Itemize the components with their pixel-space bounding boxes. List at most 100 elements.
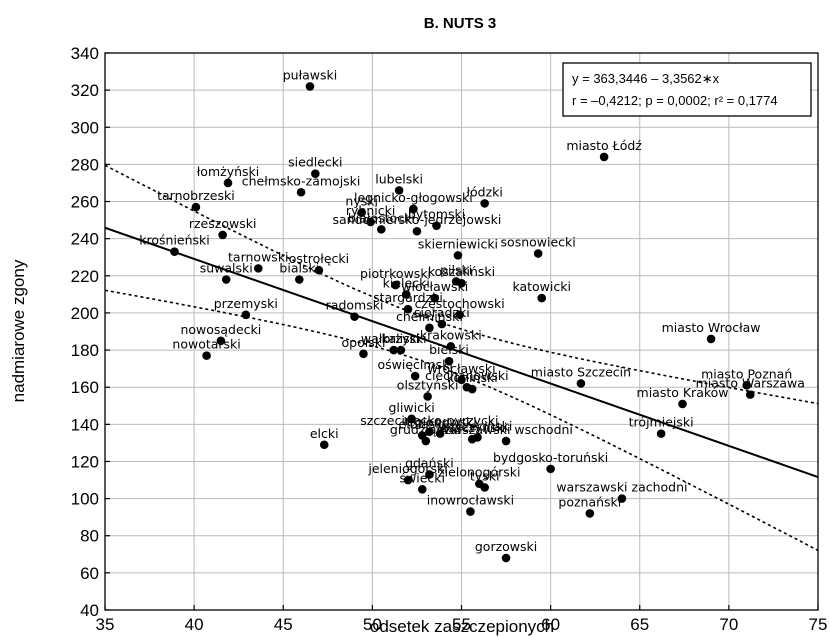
data-label: trójmiejski bbox=[629, 415, 694, 430]
data-point bbox=[221, 275, 231, 284]
upper-confidence-band bbox=[104, 164, 819, 405]
data-label: olsztyński bbox=[397, 377, 459, 392]
data-point bbox=[366, 217, 375, 227]
data-label: nyski bbox=[345, 194, 378, 209]
y-tick-label: 40 bbox=[80, 601, 99, 620]
data-point bbox=[407, 414, 416, 424]
y-tick-label: 220 bbox=[71, 267, 99, 286]
data-point bbox=[216, 336, 226, 346]
data-point bbox=[745, 390, 755, 399]
data-point bbox=[457, 278, 466, 288]
data-label: sieradzki bbox=[414, 305, 470, 320]
y-tick-label: 260 bbox=[71, 193, 99, 212]
data-label: siedlecki bbox=[288, 155, 342, 170]
data-label: elbląski bbox=[399, 416, 446, 431]
data-point bbox=[394, 186, 404, 195]
data-label: łomżyński bbox=[197, 164, 259, 179]
y-tick-label: 120 bbox=[71, 452, 99, 471]
data-label: krakowski bbox=[420, 327, 482, 342]
data-point bbox=[546, 464, 555, 474]
y-tick-label: 240 bbox=[71, 230, 99, 249]
x-tick-label: 60 bbox=[541, 615, 560, 634]
data-label: zielonogórski bbox=[438, 465, 520, 480]
grid bbox=[104, 52, 819, 611]
data-label: oświęcimski bbox=[378, 357, 453, 372]
data-label: chełmiński bbox=[396, 309, 463, 324]
data-point bbox=[389, 345, 399, 355]
data-label: katowicki bbox=[512, 279, 571, 294]
data-label: pilski bbox=[440, 262, 472, 277]
data-label: opolski bbox=[341, 335, 385, 350]
data-point bbox=[350, 312, 359, 321]
data-point bbox=[537, 293, 547, 303]
y-tick-label: 80 bbox=[80, 527, 99, 546]
x-tick-label: 55 bbox=[452, 615, 471, 634]
data-label: leszczyński bbox=[437, 420, 507, 435]
data-label: rzeszowski bbox=[189, 216, 257, 231]
data-point bbox=[467, 434, 477, 444]
data-label: gorzowski bbox=[475, 539, 537, 554]
data-label: miasto Warszawa bbox=[696, 376, 805, 391]
data-label: koniński bbox=[447, 370, 498, 385]
data-point bbox=[410, 371, 420, 381]
x-tick-label: 65 bbox=[630, 615, 649, 634]
data-label: bielski bbox=[429, 342, 469, 357]
data-point bbox=[432, 221, 441, 230]
data-point bbox=[403, 475, 413, 485]
data-label: nowosądecki bbox=[180, 322, 261, 337]
data-point bbox=[218, 230, 227, 240]
data-point bbox=[223, 178, 233, 188]
data-label: warszawski wschodni bbox=[439, 422, 573, 437]
data-point bbox=[599, 152, 609, 162]
data-label: gdański bbox=[405, 455, 454, 470]
y-tick-label: 100 bbox=[71, 490, 99, 509]
data-label: grudziądzki bbox=[390, 422, 462, 437]
x-tick-label: 50 bbox=[363, 615, 382, 634]
data-point bbox=[475, 479, 484, 489]
data-label: radomski bbox=[326, 298, 384, 313]
data-point bbox=[359, 349, 368, 359]
regression-line bbox=[104, 226, 819, 478]
data-label: legnicko-głogowski bbox=[354, 190, 473, 205]
data-label: gliwicki bbox=[389, 400, 435, 415]
y-tick-label: 140 bbox=[71, 415, 99, 434]
data-point bbox=[417, 485, 427, 494]
x-tick-labels: 35 40 45 50 55 60 65 70 75 bbox=[96, 615, 828, 634]
data-point bbox=[253, 264, 263, 273]
data-point bbox=[585, 509, 595, 518]
data-label: warszawski zachodni bbox=[556, 480, 687, 495]
data-label: ciechanowski bbox=[425, 368, 509, 383]
data-label: rybnicki bbox=[346, 203, 395, 218]
data-point bbox=[357, 208, 366, 217]
data-label: sandomiersko-jędrzejowski bbox=[332, 212, 501, 227]
data-point bbox=[533, 249, 543, 258]
data-label: jeleniogórski bbox=[367, 461, 447, 476]
data-label: piotrkowski bbox=[360, 266, 431, 281]
data-point bbox=[480, 199, 489, 208]
data-label: chełmsko-zamojski bbox=[242, 173, 361, 188]
y-tick-label: 340 bbox=[71, 44, 99, 63]
data-label: koszaliński bbox=[428, 264, 495, 279]
data-point bbox=[435, 429, 445, 438]
regression-line-path bbox=[104, 226, 819, 478]
data-point bbox=[403, 304, 413, 314]
x-tick-label: 45 bbox=[274, 615, 293, 634]
data-point bbox=[656, 429, 666, 438]
data-point bbox=[202, 351, 211, 360]
data-point bbox=[430, 293, 440, 303]
data-label: poznański bbox=[558, 494, 621, 509]
data-label: szczeciński bbox=[443, 418, 513, 433]
data-label: tyski bbox=[470, 468, 500, 483]
data-point bbox=[376, 225, 386, 234]
data-label: wałbrzyski bbox=[361, 331, 427, 346]
data-point bbox=[241, 310, 251, 320]
data-label: nowotarski bbox=[172, 337, 240, 352]
data-label: bydgosko-toruński bbox=[493, 450, 608, 465]
data-point bbox=[455, 310, 465, 320]
y-tick-labels: 40 60 80 100 120 140 160 180 200 220 240 260 280 300 3… bbox=[71, 44, 99, 620]
data-point bbox=[396, 345, 406, 355]
data-point bbox=[296, 187, 306, 197]
x-axis-label: odsetek zaszczepionych bbox=[370, 617, 554, 636]
